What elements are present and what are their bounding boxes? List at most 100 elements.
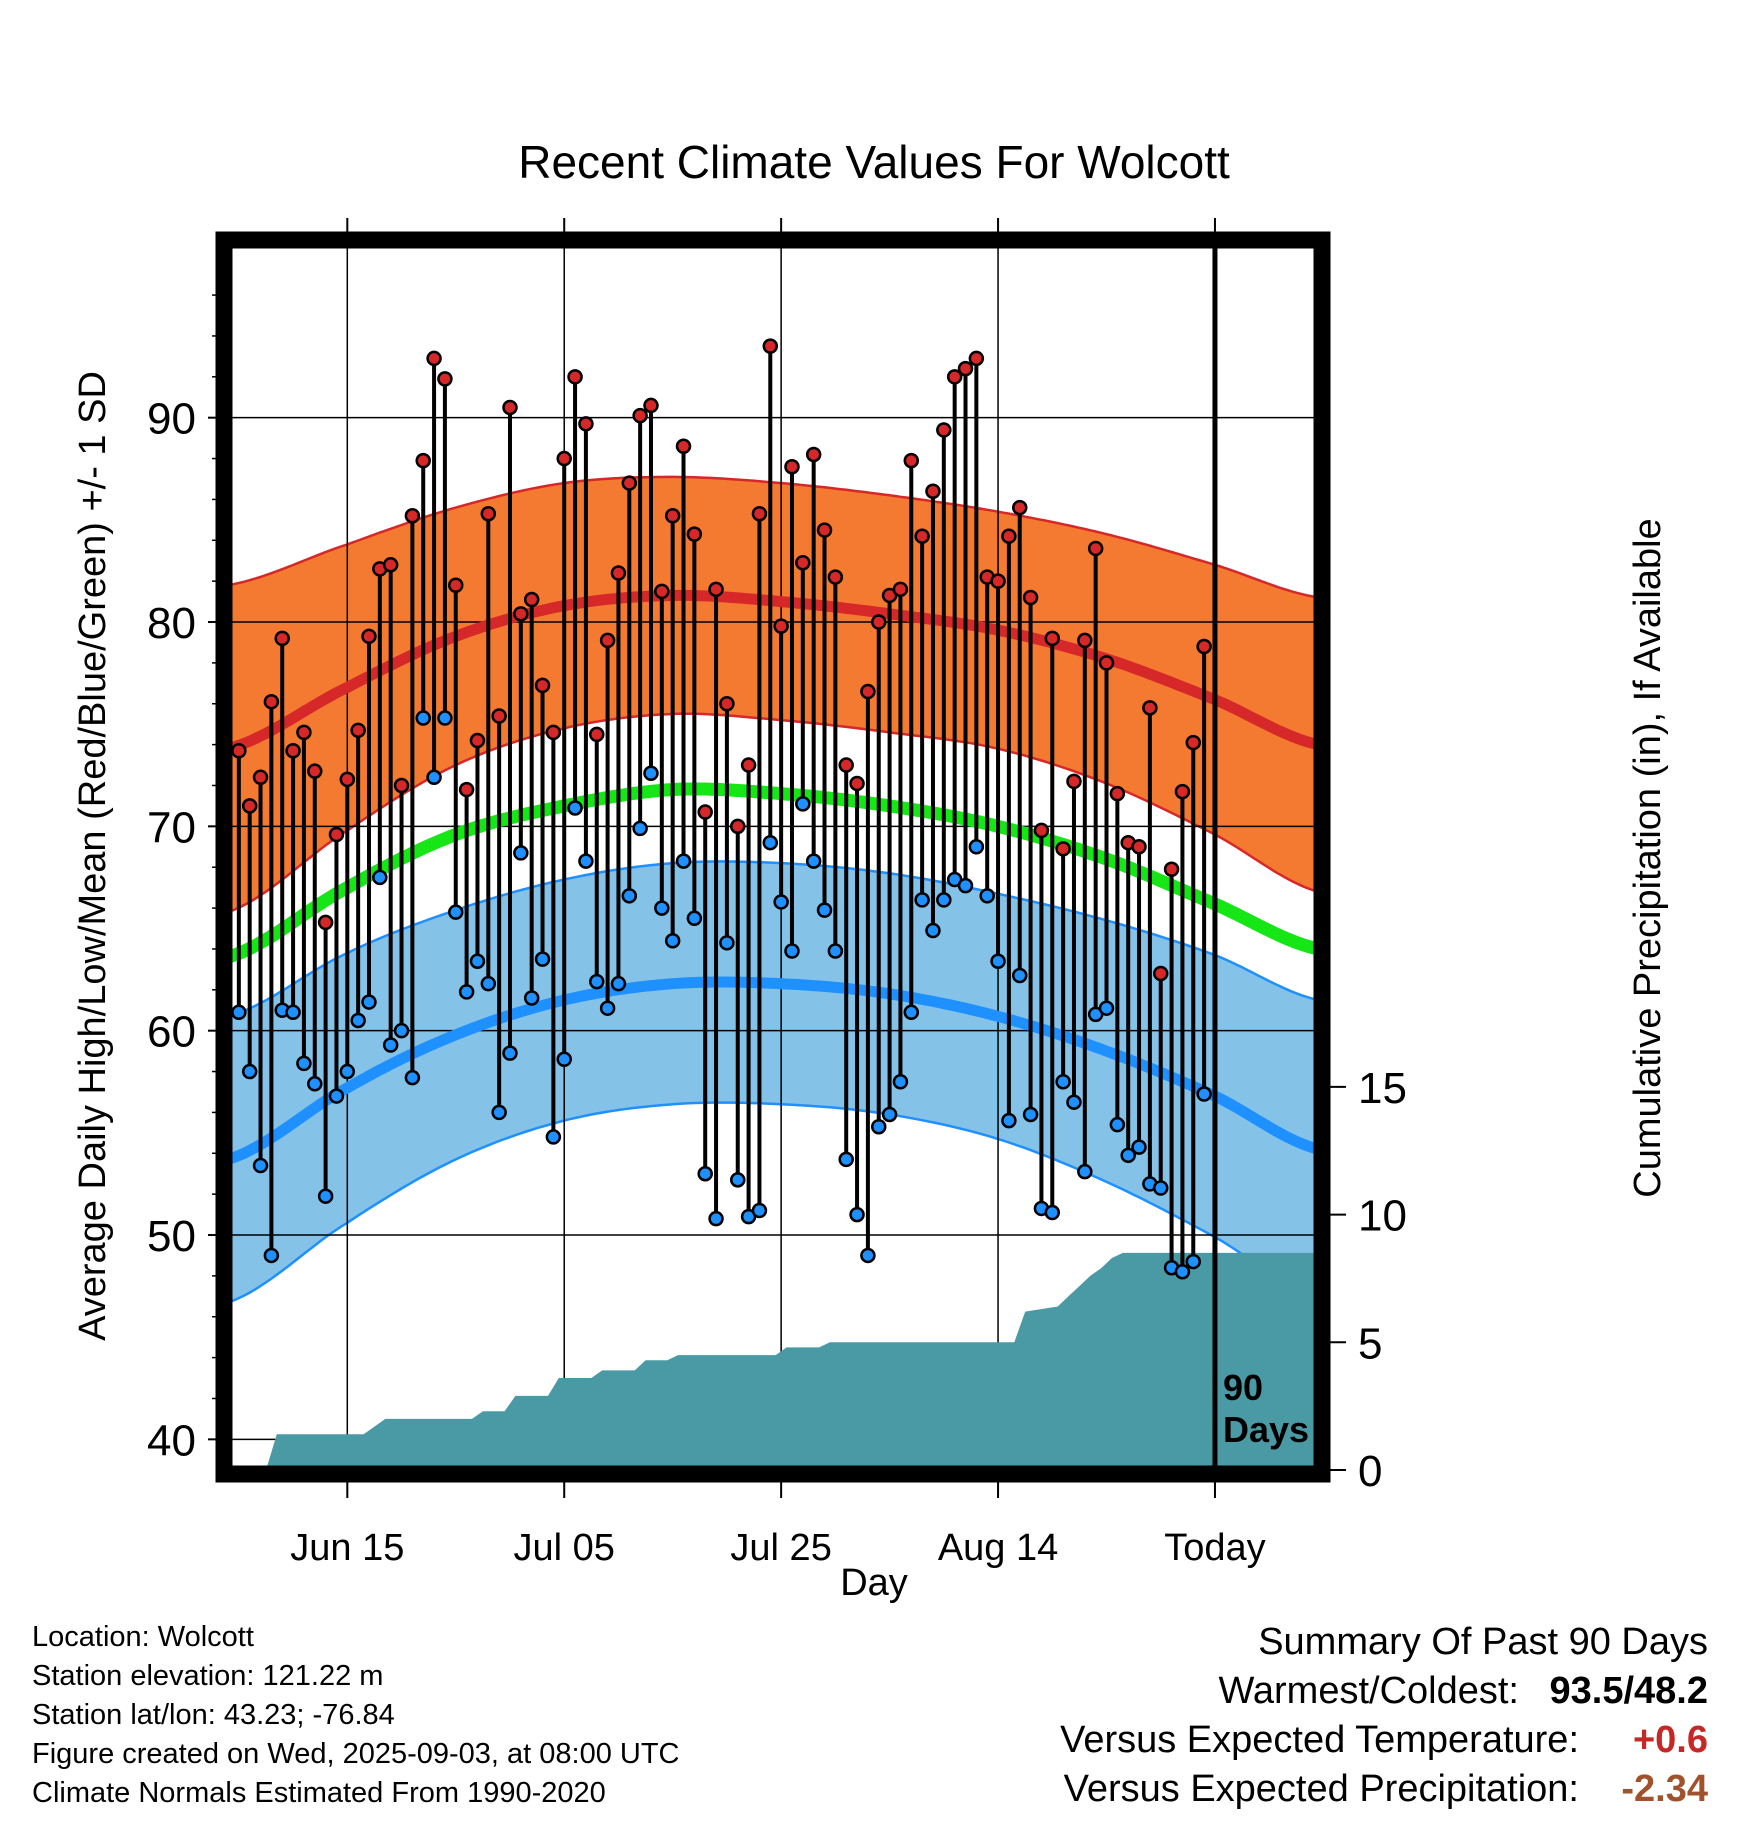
high-point [1174,783,1191,800]
low-point [491,1104,507,1121]
low-point [751,1202,768,1219]
high-point [231,742,247,759]
low-point [426,769,442,786]
low-point [241,1063,258,1080]
low-point [502,1045,518,1061]
high-point [664,508,681,524]
normal-low-line [228,976,1318,1165]
low-point [1077,1163,1093,1180]
low-point [458,984,475,1000]
high-point [621,475,638,491]
today-marker-label-days: Days [1223,1409,1309,1450]
high-point [545,724,562,741]
high-point [1022,589,1039,606]
high-point [697,804,713,820]
high-point [307,763,323,779]
high-point [610,565,627,581]
low-point [643,765,659,781]
location-text: Location: Wolcott [32,1621,254,1653]
low-point [307,1076,323,1092]
precip-label: Versus Expected Precipitation: [1063,1768,1579,1810]
temp-label: Versus Expected Temperature: [1060,1719,1579,1761]
high-point [469,732,486,749]
low-point [1185,1253,1202,1270]
precip-value: -2.34 [1621,1768,1708,1810]
low-point [382,1037,399,1053]
low-point [795,796,811,812]
low-point [632,820,648,837]
low-point [296,1055,312,1072]
low-point [1055,1074,1071,1090]
low-point [881,1106,898,1123]
high-point [296,724,312,741]
low-point [827,943,844,959]
high-sd-band [228,476,1318,913]
low-point [784,943,800,959]
high-point [827,569,844,585]
chart-title: Recent Climate Values For Wolcott [518,136,1230,188]
x-tick-label: Jul 25 [730,1527,831,1569]
low-point [957,877,974,894]
low-point [1098,1000,1115,1016]
latlon-text: Station lat/lon: 43.23; -76.84 [32,1699,395,1731]
high-point [599,632,616,649]
high-point [350,722,366,739]
high-point [361,628,377,645]
low-point [599,1000,616,1016]
high-point [925,483,941,499]
high-point [589,726,605,743]
low-point [697,1165,713,1182]
high-point [936,422,952,438]
high-point [404,508,421,524]
high-point [534,677,551,694]
high-point [957,360,974,377]
high-point [491,708,507,724]
low-point [903,1004,920,1021]
low-point [968,839,985,855]
high-point [730,818,746,835]
low-point [556,1051,572,1068]
low-point [708,1210,724,1227]
daily-range-stems [236,346,1207,1272]
high-point [1196,638,1212,655]
low-point [675,853,692,869]
high-point [1152,965,1169,982]
x-tick-label: Jul 05 [514,1527,615,1569]
low-point [849,1206,865,1223]
low-point [513,845,529,861]
y-tick-label: 50 [147,1212,196,1261]
low-point [437,710,453,726]
high-point [849,775,865,792]
high-point [632,407,648,424]
low-point [263,1247,280,1264]
low-point [415,710,431,726]
elevation-text: Station elevation: 121.22 m [32,1660,384,1692]
high-sd-lower-edge [228,712,1318,914]
low-point [1152,1180,1169,1196]
temp-value: +0.6 [1632,1719,1708,1761]
high-point [263,693,280,710]
low-point [339,1063,356,1080]
x-tick-label: Today [1164,1527,1265,1569]
summary-temperature: Versus Expected Temperature: +0.6 [1060,1716,1708,1765]
warmest-coldest-value: 93.5/48.2 [1549,1670,1709,1712]
y-tick-label: 70 [147,803,196,852]
low-point [480,975,497,992]
high-point [751,505,768,522]
low-point [1011,967,1028,984]
warmest-coldest-label: Warmest/Coldest: [1218,1670,1519,1712]
low-point [870,1118,887,1135]
high-point [1131,839,1147,855]
low-point [448,904,464,920]
high-point [1011,499,1028,516]
low-point [719,935,735,951]
x-tick-label: Aug 14 [938,1527,1058,1569]
high-point [480,505,497,522]
low-point [816,902,833,918]
high-point [860,683,876,700]
low-point [979,888,995,904]
low-point [534,951,551,967]
summary-panel: Summary Of Past 90 Days Warmest/Coldest:… [1060,1618,1708,1814]
low-point [654,900,670,916]
low-point [328,1088,345,1104]
